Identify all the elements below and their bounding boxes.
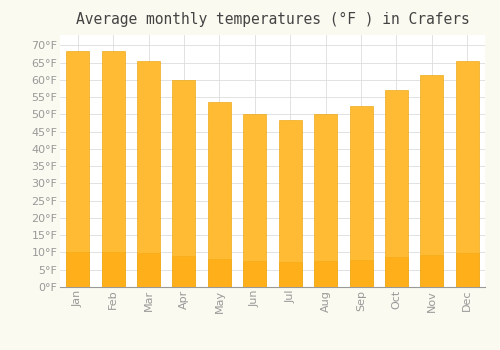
Title: Average monthly temperatures (°F ) in Crafers: Average monthly temperatures (°F ) in Cr… (76, 12, 469, 27)
Bar (456, 253, 479, 287)
Bar (137, 253, 160, 287)
Bar (208, 102, 231, 287)
Bar (172, 80, 196, 287)
Bar (385, 258, 408, 287)
Bar (420, 255, 444, 287)
Bar (278, 262, 301, 287)
Bar (244, 114, 266, 287)
Bar (66, 50, 89, 287)
Bar (137, 61, 160, 287)
Bar (350, 106, 372, 287)
Bar (66, 252, 89, 287)
Bar (314, 114, 337, 287)
Bar (350, 260, 372, 287)
Bar (456, 61, 479, 287)
Bar (172, 256, 196, 287)
Bar (102, 252, 124, 287)
Bar (208, 259, 231, 287)
Bar (278, 120, 301, 287)
Bar (314, 261, 337, 287)
Bar (244, 261, 266, 287)
Bar (420, 75, 444, 287)
Bar (385, 90, 408, 287)
Bar (102, 50, 124, 287)
